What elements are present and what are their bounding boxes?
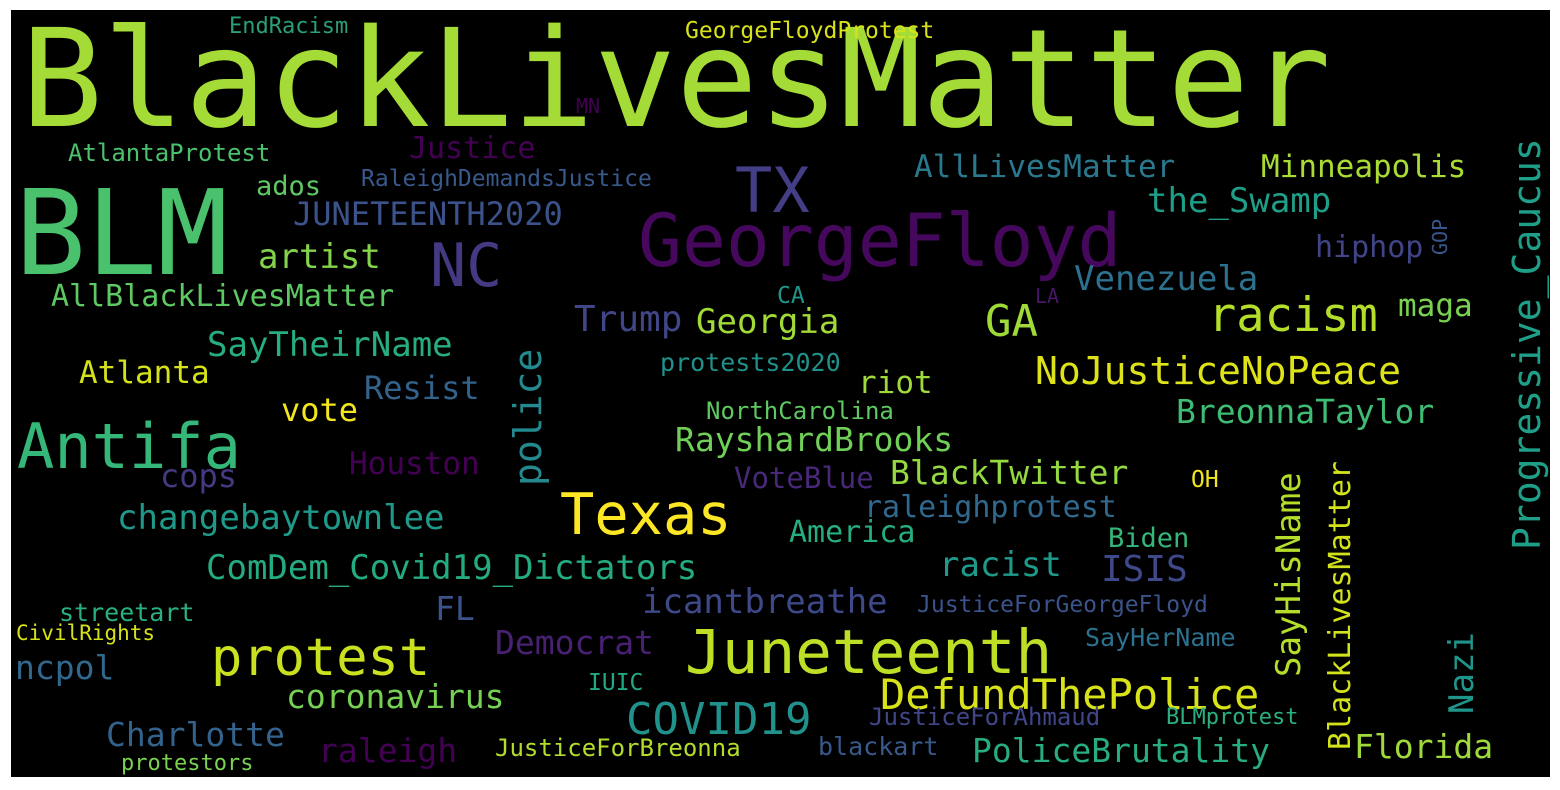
word: VoteBlue — [734, 461, 874, 495]
word: GOP — [1428, 218, 1452, 255]
word: ncpol — [15, 648, 115, 687]
word: Justice — [409, 131, 536, 166]
word: hiphop — [1315, 230, 1424, 265]
word: NC — [430, 231, 503, 301]
word: Antifa — [17, 410, 241, 483]
word: coronavirus — [286, 677, 505, 716]
word: BLMprotest — [1166, 705, 1299, 730]
word: NorthCarolina — [706, 397, 894, 425]
word: IUIC — [588, 670, 644, 696]
word: racist — [939, 545, 1062, 585]
word: Nazi — [1442, 632, 1482, 714]
word: SayHisName — [1269, 472, 1309, 677]
word: streetart — [59, 598, 195, 627]
word: RaleighDemandsJustice — [361, 166, 652, 192]
word: GeorgeFloydProtest — [685, 18, 935, 44]
word: RayshardBrooks — [675, 420, 954, 459]
word: racism — [1208, 288, 1378, 343]
word: BlackTwitter — [890, 453, 1129, 492]
word: SayTheirName — [207, 325, 453, 365]
word: ComDem_Covid19_Dictators — [206, 548, 698, 588]
word: Biden — [1108, 523, 1190, 554]
word: AllBlackLivesMatter — [51, 279, 395, 314]
word: Democrat — [495, 623, 654, 662]
word: CivilRights — [16, 621, 156, 645]
word: BlackLivesMatter — [1323, 461, 1358, 750]
word: Trump — [574, 299, 683, 340]
word: Minneapolis — [1261, 149, 1467, 185]
word: protest — [211, 628, 431, 688]
word: America — [789, 515, 916, 550]
word: AtlantaProtest — [68, 139, 271, 167]
word: MN — [576, 94, 601, 118]
word: Charlotte — [106, 715, 285, 754]
word: EndRacism — [229, 14, 349, 39]
word: riot — [858, 365, 933, 401]
word: Georgia — [696, 302, 840, 342]
word: protestors — [121, 751, 254, 776]
word: Florida — [1354, 727, 1494, 766]
word-cloud: BlackLivesMatter BLM GeorgeFloyd TX NC A… — [11, 10, 1550, 777]
word: JUNETEENTH2020 — [293, 195, 563, 233]
word: GeorgeFloyd — [638, 199, 1122, 284]
word: PoliceBrutality — [972, 731, 1271, 770]
word: TX — [735, 154, 810, 227]
word: Juneteenth — [685, 617, 1053, 688]
word: OH — [1191, 467, 1219, 493]
word: COVID19 — [626, 694, 812, 745]
word: the_Swamp — [1147, 181, 1332, 221]
word: BLM — [15, 164, 229, 302]
word: JusticeForGeorgeFloyd — [917, 592, 1208, 618]
word: FL — [435, 589, 475, 628]
word: BreonnaTaylor — [1176, 392, 1435, 431]
word: vote — [281, 391, 359, 429]
word: police — [506, 348, 550, 486]
word: JusticeForBreonna — [495, 734, 741, 762]
word: raleigh — [318, 731, 458, 770]
word: cops — [160, 457, 238, 495]
word: maga — [1398, 288, 1473, 324]
word: Venezuela — [1074, 259, 1259, 299]
word: GA — [985, 296, 1038, 347]
word: ados — [256, 171, 322, 202]
word: LA — [1035, 284, 1060, 308]
word: raleighprotest — [864, 490, 1117, 525]
word: AllLivesMatter — [914, 149, 1176, 185]
word: Progressive_Caucus — [1505, 138, 1549, 550]
word: artist — [258, 237, 381, 277]
word: changebaytownlee — [117, 498, 445, 538]
word: icantbreathe — [642, 582, 888, 622]
word: DefundThePolice — [880, 670, 1260, 719]
word: Resist — [364, 369, 480, 407]
word: SayHerName — [1085, 623, 1236, 652]
word: Atlanta — [79, 355, 210, 391]
word: Texas — [560, 482, 732, 548]
word: BlackLivesMatter — [21, 10, 1332, 159]
word: Houston — [349, 446, 480, 482]
word: protests2020 — [660, 348, 841, 377]
word: ISIS — [1101, 549, 1188, 590]
word: JusticeForAhmaud — [869, 703, 1101, 731]
word: NoJusticeNoPeace — [1035, 349, 1402, 393]
word: CA — [777, 283, 805, 309]
word: blackart — [818, 732, 939, 761]
